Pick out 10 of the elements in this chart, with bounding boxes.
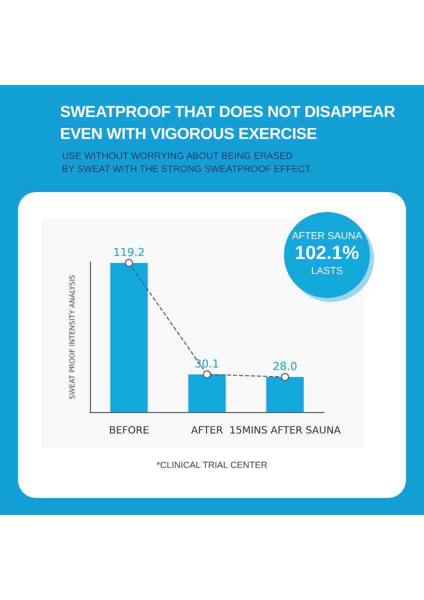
chart-title: SWEATPROOF THAT DOES NOT DISAPPEAR EVEN WITH VIGOROUS EXERCISE: [60, 103, 396, 145]
data-label: 28.0: [272, 360, 298, 373]
x-tick-label: AFTER: [191, 426, 223, 436]
annotation: AFTER SAUNA 102.1% LASTS: [290, 230, 363, 278]
x-tick-label: 15MINS AFTER SAUNA: [229, 426, 341, 436]
text: *CLINICAL TRIAL CENTER: [156, 460, 268, 470]
x-tick-label: BEFORE: [108, 426, 150, 436]
data-label: 30.1: [194, 357, 220, 370]
chart-subtitle: USE WITHOUT WORRYING ABOUT BEING ERASED BY SWEAT WITH THE STRONG SWEATPROOF EFFECT.: [62, 150, 314, 176]
data-label: 119.2: [113, 246, 145, 259]
